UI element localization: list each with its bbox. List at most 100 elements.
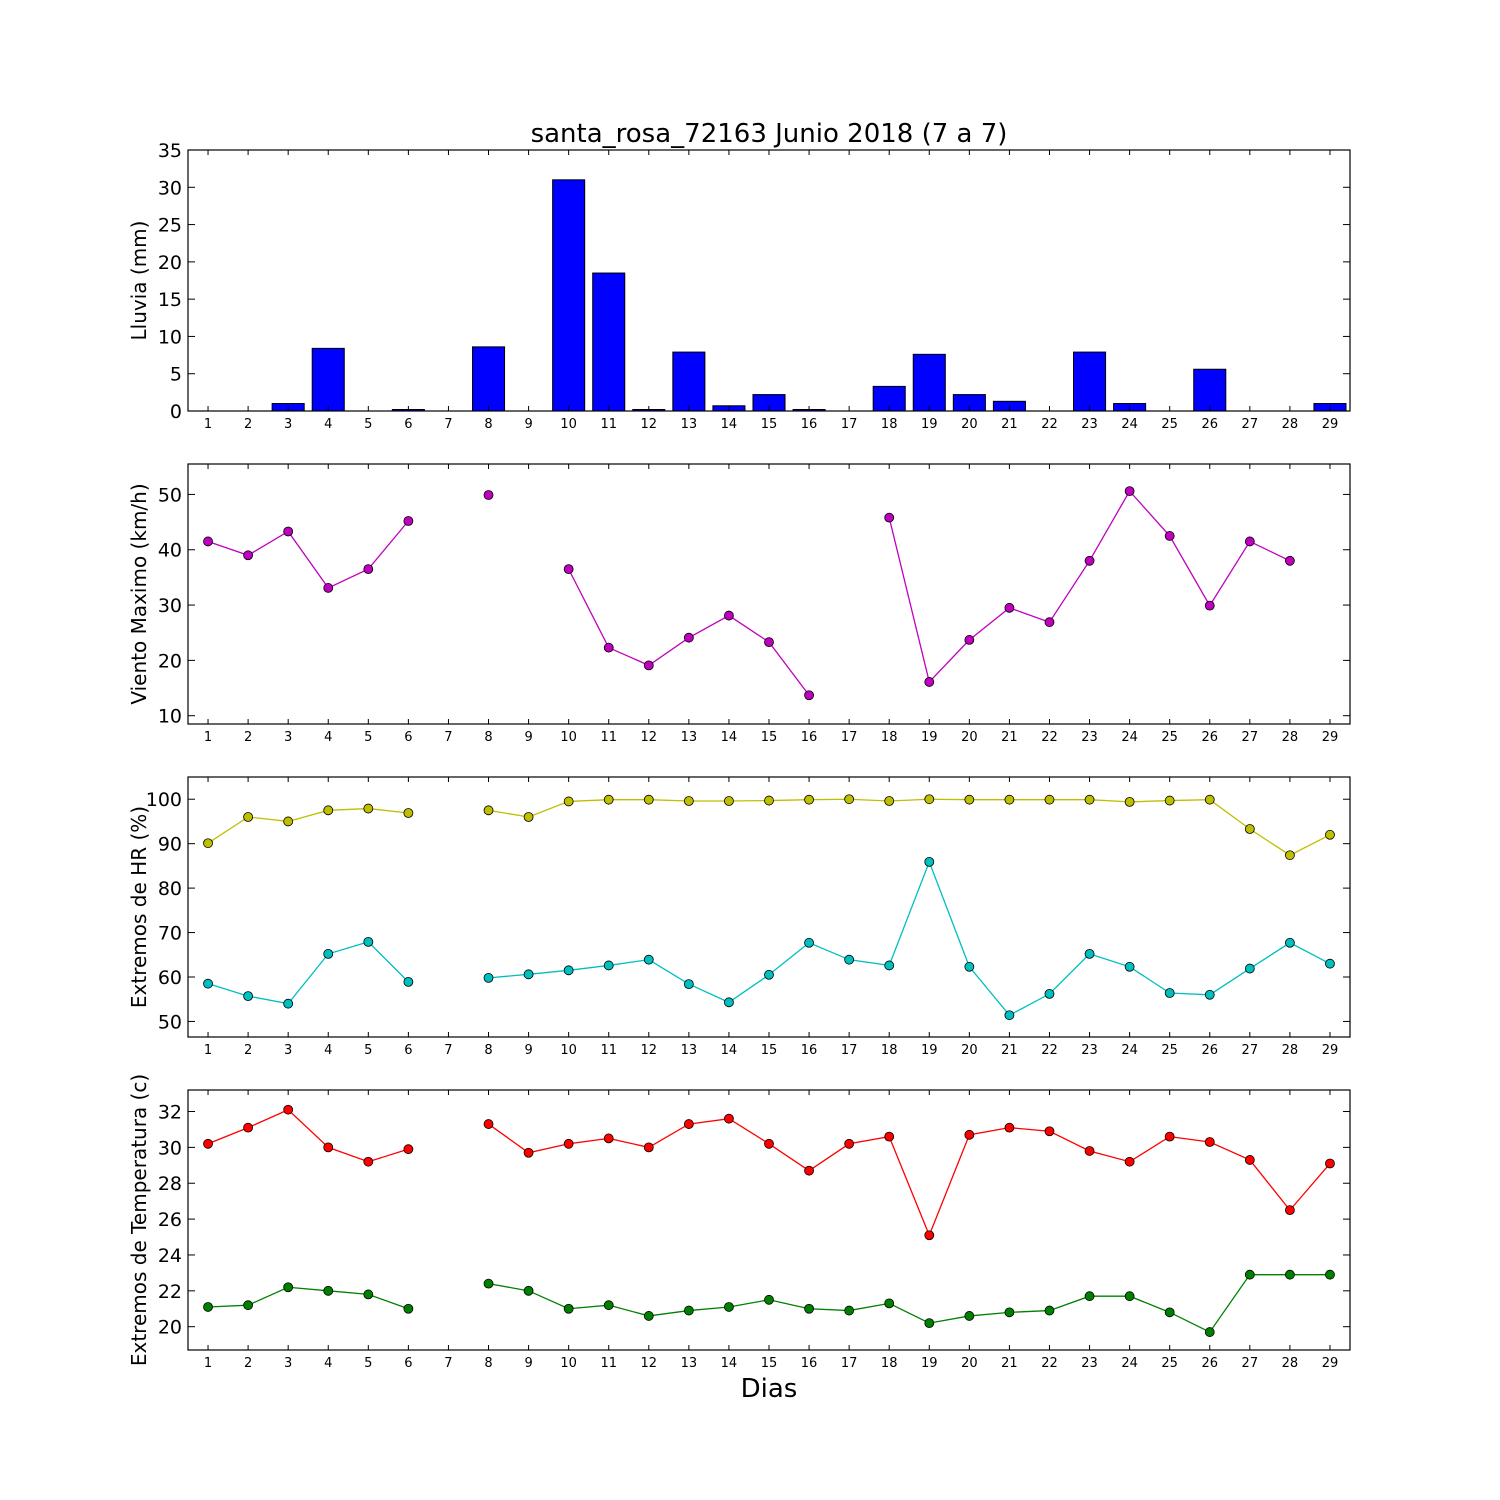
x-tick-label: 25: [1161, 1356, 1178, 1371]
data-point: [1004, 602, 1015, 613]
data-point: [283, 1104, 294, 1115]
data-point: [363, 936, 374, 947]
x-tick-label: 25: [1161, 1043, 1178, 1058]
y-tick-label: 25: [158, 215, 182, 237]
x-tick-label: 9: [524, 417, 532, 432]
data-point: [1325, 1158, 1335, 1169]
x-tick-label: 24: [1121, 1356, 1138, 1371]
data-point: [1204, 1137, 1215, 1147]
x-tick-label: 14: [721, 730, 738, 745]
data-point: [643, 1311, 654, 1321]
data-point: [1285, 937, 1295, 948]
x-tick-label: 9: [524, 730, 532, 745]
x-tick-label: 2: [244, 1043, 252, 1058]
data-point: [1204, 794, 1215, 805]
series-1: [203, 794, 1335, 861]
series-line: [208, 1286, 409, 1310]
x-tick-label: 16: [801, 1356, 818, 1371]
x-tick-label: 26: [1201, 1356, 1218, 1371]
data-point: [1244, 824, 1255, 834]
x-tick-label: 3: [284, 1356, 292, 1371]
data-point: [283, 526, 294, 537]
data-point: [884, 796, 895, 806]
data-point: [1004, 1010, 1015, 1021]
data-point: [643, 794, 654, 805]
subplot-1: 1 2 3 4 5 6 7 8 9 10 11 12 13 14 15 16 17 18 19 20 21 22 23 24 2…: [127, 140, 1351, 432]
data-point: [1084, 1146, 1095, 1156]
data-point: [724, 1113, 734, 1124]
y-tick-label: 28: [158, 1173, 182, 1195]
data-point: [603, 1133, 614, 1144]
data-point: [643, 660, 654, 671]
x-tick-label: 13: [681, 1356, 698, 1371]
x-tick-label: 17: [841, 1043, 858, 1058]
x-tick-label: 19: [921, 1043, 938, 1058]
x-tick-label: 12: [641, 417, 658, 432]
series-1: [203, 1104, 1335, 1241]
data-point: [203, 1302, 213, 1312]
y-tick-label: 30: [158, 177, 182, 199]
data-point: [603, 794, 614, 805]
data-point: [683, 632, 694, 643]
data-point: [1044, 617, 1055, 628]
data-point: [203, 1138, 213, 1149]
data-point: [403, 976, 414, 987]
x-tick-label: 12: [641, 1043, 658, 1058]
x-tick-label: 8: [484, 730, 492, 745]
x-tick-label: 27: [1242, 730, 1259, 745]
data-point: [884, 512, 895, 523]
data-point: [1204, 600, 1215, 611]
x-tick-label: 25: [1161, 417, 1178, 432]
data-point: [844, 954, 855, 965]
data-point: [924, 1318, 935, 1328]
data-point: [603, 1300, 614, 1311]
y-tick-label: 20: [158, 1317, 182, 1339]
bar: [552, 179, 586, 412]
x-tick-label: 15: [761, 1356, 778, 1371]
data-point: [1164, 795, 1175, 806]
x-tick-label: 17: [841, 1356, 858, 1371]
data-point: [964, 961, 975, 972]
y-tick-label: 80: [158, 878, 182, 900]
x-tick-label: 9: [524, 1043, 532, 1058]
x-tick-label: 1: [204, 417, 212, 432]
data-point: [283, 1282, 294, 1293]
x-tick-label: 21: [1001, 417, 1018, 432]
data-point: [523, 1147, 534, 1158]
data-point: [964, 1311, 975, 1321]
x-tick-label: 17: [841, 730, 858, 745]
series-1: [203, 486, 1295, 701]
data-point: [1084, 794, 1095, 805]
data-point: [1124, 1156, 1135, 1167]
x-tick-label: 14: [721, 417, 738, 432]
data-point: [1325, 829, 1335, 840]
x-tick-label: 12: [641, 1356, 658, 1371]
subplot-3: 1 2 3 4 5 6 7 8 9 10 11 12 13 14 15 16 17 18 19 20 21 22 23 24 2…: [127, 776, 1351, 1058]
data-point: [243, 991, 254, 1002]
data-point: [363, 1156, 374, 1167]
y-tick-label: 30: [158, 595, 182, 617]
x-tick-label: 18: [881, 417, 898, 432]
data-point: [1325, 958, 1335, 969]
y-axis-label: Extremos de Temperatura (c): [127, 1074, 151, 1366]
data-point: [1285, 1205, 1295, 1216]
x-tick-label: 29: [1322, 1043, 1339, 1058]
series-line: [207, 520, 409, 589]
y-tick-label: 20: [158, 252, 182, 274]
x-tick-label: 11: [600, 730, 617, 745]
subplot-2: 1 2 3 4 5 6 7 8 9 10 11 12 13 14 15 16 17 18 19 20 21 22 23 24 2…: [127, 463, 1351, 745]
x-tick-label: 26: [1201, 730, 1218, 745]
x-tick-label: 4: [324, 417, 332, 432]
y-tick-label: 50: [158, 484, 182, 506]
x-tick-label: 18: [881, 1043, 898, 1058]
x-tick-label: 5: [364, 730, 372, 745]
x-tick-label: 28: [1282, 1043, 1299, 1058]
x-tick-label: 18: [881, 730, 898, 745]
data-point: [1084, 555, 1095, 566]
x-tick-label: 29: [1322, 417, 1339, 432]
data-point: [884, 1131, 895, 1142]
x-tick-label: 3: [284, 1043, 292, 1058]
y-axis-label: Extremos de HR (%): [127, 806, 151, 1008]
y-tick-label: 22: [158, 1281, 182, 1303]
